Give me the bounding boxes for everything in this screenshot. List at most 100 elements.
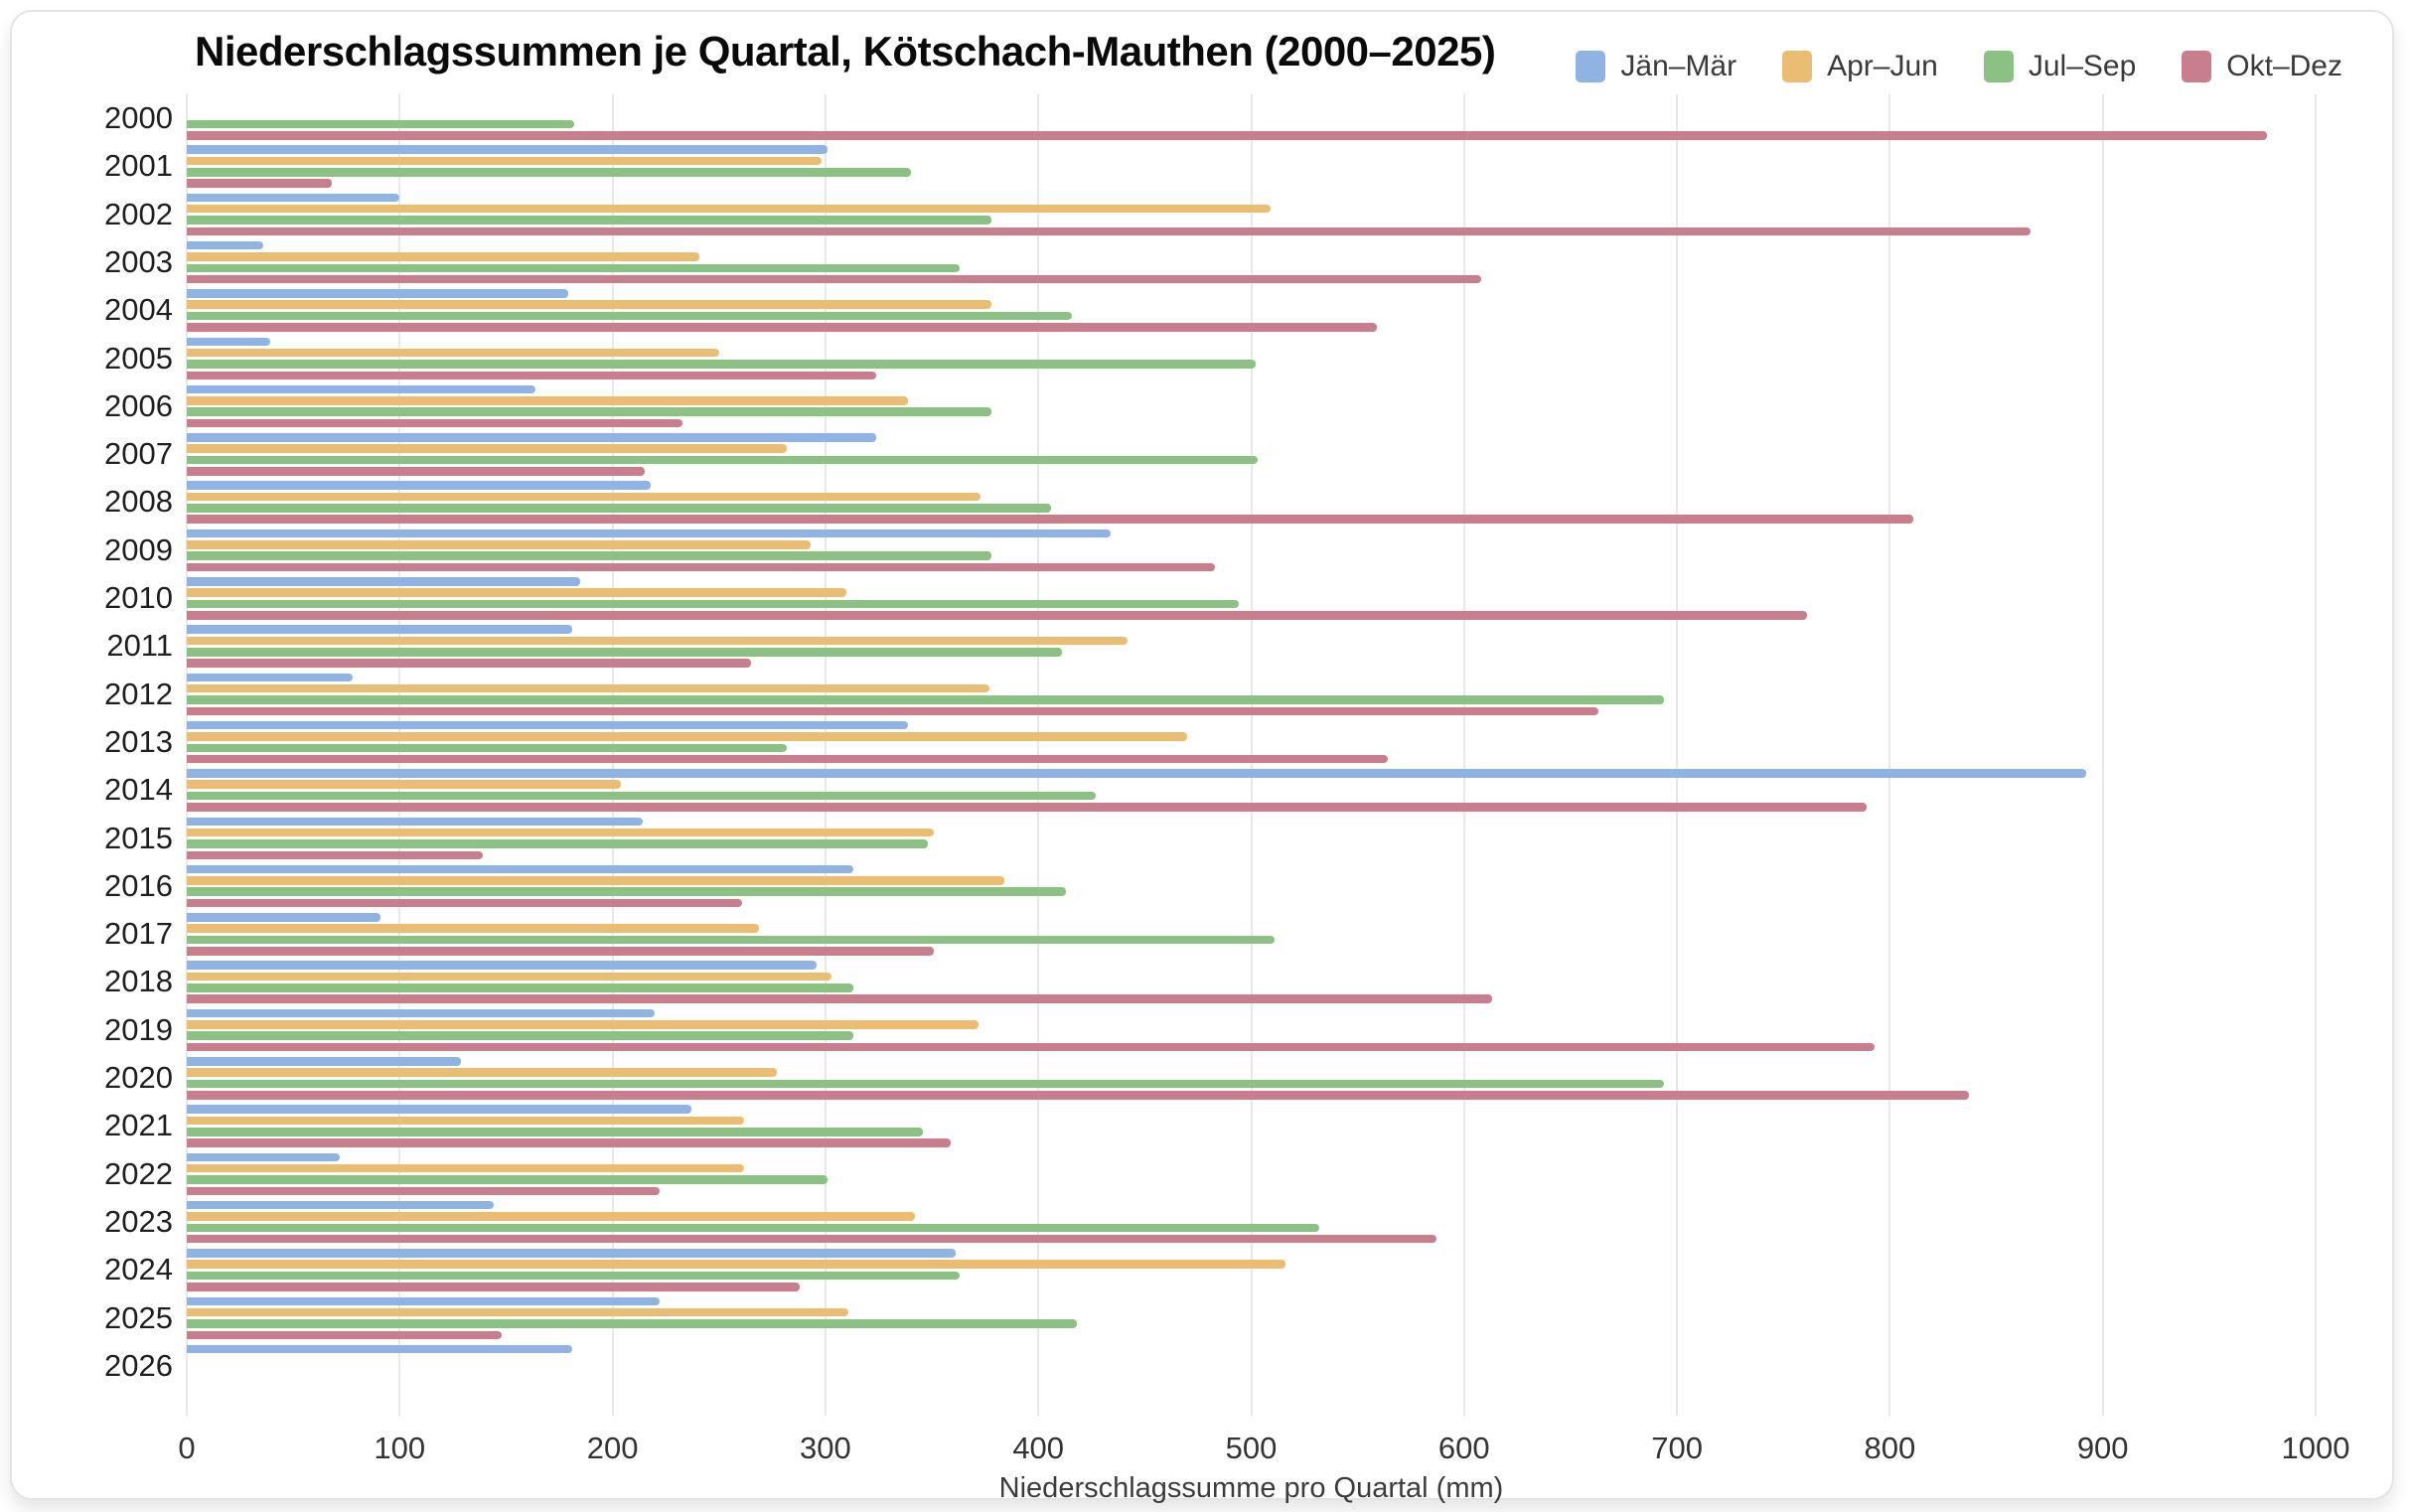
bar-2007-Okt–Dez: [187, 467, 645, 476]
year-row-2018: [187, 958, 2316, 1005]
year-row-2015: [187, 815, 2316, 862]
bar-2009-Okt–Dez: [187, 562, 1216, 572]
bar-2009-Apr–Jun: [187, 539, 811, 549]
bar-2020-Okt–Dez: [187, 1091, 1969, 1100]
year-row-2025: [187, 1294, 2316, 1342]
bar-2023-Jän–Mär: [187, 1200, 494, 1210]
x-tick-label-100: 100: [374, 1431, 426, 1465]
bar-2021-Jän–Mär: [187, 1105, 691, 1114]
bar-2004-Jän–Mär: [187, 289, 568, 298]
bar-2000-Okt–Dez: [187, 131, 2267, 140]
x-axis-ticks: 0 100 200 300 400 500 600 700 800 900 1000: [178, 1431, 2349, 1470]
bar-2020-Apr–Jun: [187, 1068, 777, 1077]
bar-2022-Okt–Dez: [187, 1186, 660, 1196]
bar-2017-Jul–Sep: [187, 935, 1276, 945]
y-axis-label-2016: 2016: [104, 867, 173, 903]
bar-2023-Jul–Sep: [187, 1223, 1320, 1233]
y-axis-label-2026: 2026: [104, 1347, 173, 1383]
year-row-2002: [187, 191, 2316, 238]
bar-2010-Apr–Jun: [187, 588, 847, 597]
y-axis-labels: 2000 2001 2002 2003 2004 2005 2006 2007 2008 2009…: [40, 94, 173, 1390]
legend-swatch-icon: [1983, 51, 2014, 82]
legend-item-Apr–Jun[interactable]: Apr–Jun: [1782, 50, 1938, 83]
y-axis-label-2005: 2005: [104, 340, 173, 376]
year-row-2017: [187, 910, 2316, 958]
legend-item-Jul–Sep[interactable]: Jul–Sep: [1983, 50, 2136, 83]
gridline-x-900: [2101, 94, 2104, 1416]
bar-2004-Apr–Jun: [187, 300, 992, 310]
y-axis-label-2014: 2014: [104, 772, 173, 808]
bar-2010-Okt–Dez: [187, 611, 1807, 620]
bar-2013-Jul–Sep: [187, 743, 788, 753]
bar-2009-Jän–Mär: [187, 529, 1112, 538]
year-row-2010: [187, 574, 2316, 622]
bar-2007-Jul–Sep: [187, 455, 1258, 465]
bar-2005-Okt–Dez: [187, 371, 877, 380]
y-axis-label-2024: 2024: [104, 1252, 173, 1287]
year-row-2024: [187, 1246, 2316, 1293]
bar-2002-Okt–Dez: [187, 227, 2031, 236]
year-row-2008: [187, 478, 2316, 526]
year-row-2020: [187, 1054, 2316, 1102]
bar-2008-Jän–Mär: [187, 481, 652, 490]
y-axis-label-2002: 2002: [104, 196, 173, 231]
bar-2009-Jul–Sep: [187, 551, 992, 560]
bar-2021-Jul–Sep: [187, 1127, 924, 1136]
year-row-2016: [187, 862, 2316, 910]
x-tick-label-600: 600: [1437, 1431, 1490, 1465]
bar-2021-Apr–Jun: [187, 1116, 745, 1126]
bar-2019-Jän–Mär: [187, 1008, 656, 1018]
bar-2014-Jän–Mär: [187, 769, 2086, 778]
bar-2011-Apr–Jun: [187, 636, 1129, 646]
bar-2022-Apr–Jun: [187, 1163, 745, 1173]
bar-2008-Jul–Sep: [187, 504, 1052, 513]
bar-2001-Okt–Dez: [187, 179, 332, 188]
legend-swatch-icon: [1576, 51, 1606, 82]
legend-item-Jän–Mär[interactable]: Jän–Mär: [1576, 50, 1736, 83]
gridline-x-1000: [2315, 94, 2317, 1416]
bar-2012-Jul–Sep: [187, 695, 1665, 704]
bar-2016-Apr–Jun: [187, 876, 1004, 885]
x-tick-label-900: 900: [2076, 1431, 2129, 1465]
x-tick-label-700: 700: [1651, 1431, 1703, 1465]
legend: Jän–Mär Apr–Jun Jul–Sep Okt–Dez: [1576, 50, 2342, 83]
bar-2018-Okt–Dez: [187, 994, 1492, 1003]
bar-2018-Jän–Mär: [187, 961, 818, 970]
y-axis-label-2003: 2003: [104, 243, 173, 279]
bar-2014-Apr–Jun: [187, 780, 622, 790]
bar-2013-Jän–Mär: [187, 720, 909, 730]
legend-item-Okt–Dez[interactable]: Okt–Dez: [2182, 50, 2342, 83]
bar-2000-Jul–Sep: [187, 119, 575, 129]
y-axis-label-2012: 2012: [104, 676, 173, 711]
legend-swatch-icon: [1782, 51, 1813, 82]
bar-2019-Jul–Sep: [187, 1031, 853, 1040]
x-tick-label-500: 500: [1225, 1431, 1278, 1465]
bar-2003-Okt–Dez: [187, 274, 1481, 284]
gridline-x-600: [1462, 94, 1465, 1416]
year-row-2009: [187, 527, 2316, 574]
chart-title: Niederschlagssummen je Quartal, Kötschac…: [195, 28, 1496, 75]
x-tick-label-200: 200: [586, 1431, 639, 1465]
bar-2002-Jul–Sep: [187, 216, 992, 225]
bar-2023-Okt–Dez: [187, 1234, 1436, 1244]
y-axis-label-2009: 2009: [104, 531, 173, 567]
bar-2012-Jän–Mär: [187, 673, 354, 682]
bar-2010-Jul–Sep: [187, 599, 1239, 609]
bar-2017-Jän–Mär: [187, 913, 380, 922]
y-axis-label-2000: 2000: [104, 100, 173, 135]
bar-2016-Jän–Mär: [187, 864, 853, 874]
year-row-2006: [187, 382, 2316, 430]
bar-2015-Apr–Jun: [187, 828, 935, 837]
bar-2023-Apr–Jun: [187, 1212, 915, 1221]
bar-2005-Jul–Sep: [187, 360, 1256, 369]
x-axis-title: Niederschlagssumme pro Quartal (mm): [998, 1472, 1504, 1504]
bar-2014-Jul–Sep: [187, 791, 1097, 801]
bar-2019-Okt–Dez: [187, 1042, 1876, 1052]
y-axis-label-2018: 2018: [104, 964, 173, 999]
y-axis-label-2011: 2011: [106, 628, 173, 664]
bar-2022-Jän–Mär: [187, 1152, 341, 1162]
y-axis-label-2001: 2001: [104, 148, 173, 184]
year-row-2005: [187, 335, 2316, 382]
year-row-2023: [187, 1198, 2316, 1246]
bar-2013-Okt–Dez: [187, 754, 1388, 764]
